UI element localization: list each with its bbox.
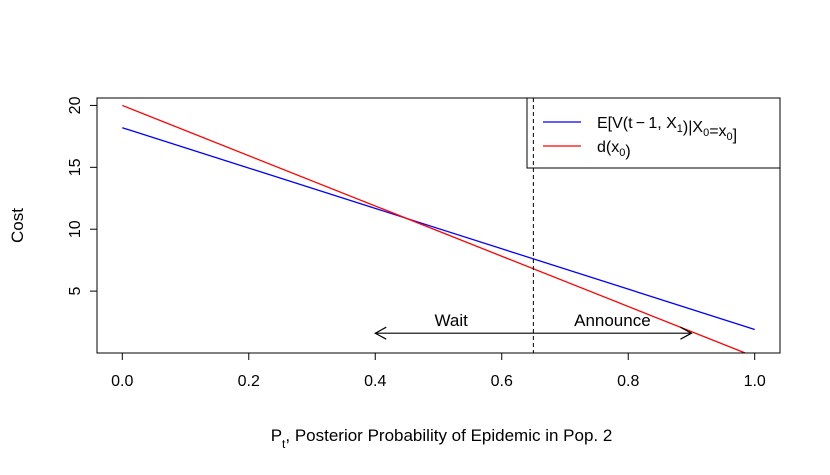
- legend-label: E[V(t − 1, X1)|X0=x0]: [597, 115, 737, 144]
- y-tick-label: 10: [67, 220, 84, 238]
- legend-label: d(x0): [597, 139, 631, 160]
- legend-box: [526, 97, 781, 169]
- arrowhead-left: [374, 326, 387, 340]
- arrowhead-right: [680, 326, 693, 340]
- legend: E[V(t − 1, X1)|X0=x0]d(x0): [526, 97, 781, 169]
- y-tick-label: 15: [67, 158, 84, 176]
- x-axis: 0.0 0.2 0.4 0.6 0.8 1.0: [111, 352, 766, 390]
- x-axis-title-subscript: t: [282, 437, 286, 451]
- x-axis-title-main: P: [271, 426, 282, 445]
- x-tick-label: 0.2: [238, 373, 260, 390]
- y-axis: 5 10 15 20: [67, 96, 98, 296]
- y-tick-label: 5: [67, 287, 84, 296]
- series-line-d_x0: [122, 104, 746, 354]
- y-axis-title: Cost: [8, 208, 27, 243]
- annotation-label: Announce: [574, 311, 651, 330]
- y-tick-label: 20: [67, 96, 84, 114]
- x-tick-label: 0.4: [364, 373, 386, 390]
- annotations: Wait Announce: [374, 311, 693, 340]
- plot-area: [122, 104, 755, 354]
- annotation-label: Wait: [434, 311, 468, 330]
- x-tick-label: 0.8: [617, 373, 639, 390]
- series-line-expected_value: [122, 127, 755, 331]
- x-axis-title-rest: , Posterior Probability of Epidemic in P…: [285, 426, 612, 445]
- x-tick-label: 0.6: [491, 373, 513, 390]
- x-tick-label: 0.0: [111, 373, 133, 390]
- x-tick-label: 1.0: [744, 373, 766, 390]
- x-axis-title: Pt, Posterior Probability of Epidemic in…: [271, 426, 613, 451]
